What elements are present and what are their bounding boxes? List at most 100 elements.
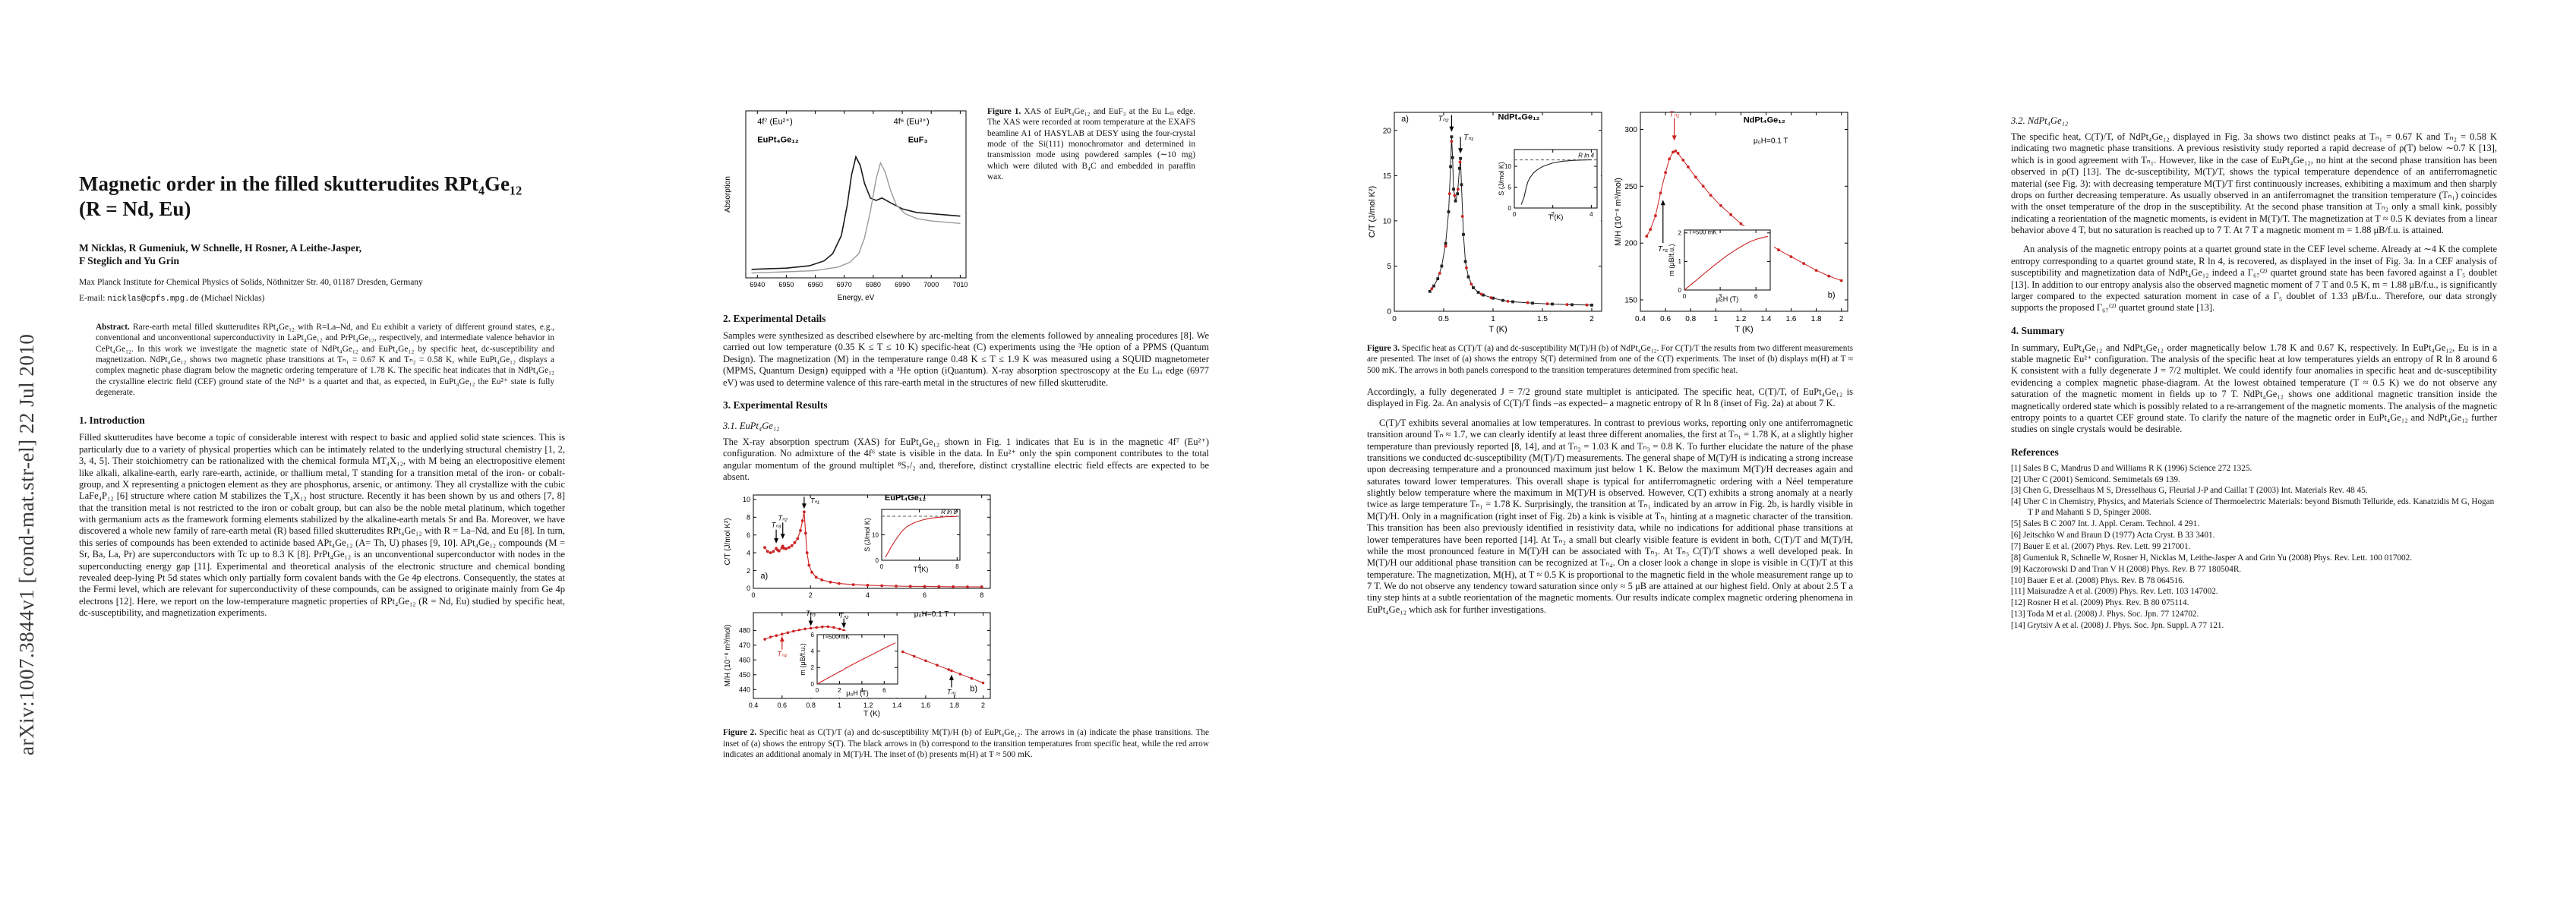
svg-text:1.8: 1.8 — [949, 701, 959, 709]
authors-line1: M Nicklas, R Gumeniuk, W Schnelle, H Ros… — [79, 241, 362, 254]
figure2-magnetization-inset: 0 2 4 6 0 2 4 6 T≈500 mK μ₀H (T) m (μB/f.u.) — [799, 631, 901, 698]
svg-text:5: 5 — [1508, 184, 1512, 191]
svg-text:6950: 6950 — [778, 281, 794, 288]
section-heading-summary: 4. Summary — [2011, 324, 2065, 336]
page-1: arXiv:1007.3844v1 [cond-mat.str-el] 22 J… — [0, 0, 644, 911]
svg-text:C/T (J/mol K²): C/T (J/mol K²) — [724, 519, 732, 566]
email-label: E-mail: — [79, 293, 108, 303]
svg-text:0: 0 — [1387, 308, 1391, 317]
svg-text:0.4: 0.4 — [1635, 315, 1646, 323]
svg-text:440: 440 — [739, 686, 750, 694]
svg-text:0.8: 0.8 — [1685, 315, 1696, 323]
svg-text:460: 460 — [739, 657, 750, 664]
svg-text:6: 6 — [1754, 293, 1758, 300]
svg-text:10: 10 — [872, 532, 879, 539]
svg-text:R ln 4: R ln 4 — [1578, 153, 1594, 159]
reference-item: [1] Sales B C, Mandrus D and Williams R … — [2011, 463, 2252, 473]
svg-text:0: 0 — [747, 585, 750, 593]
svg-text:470: 470 — [739, 641, 750, 649]
svg-text:1.2: 1.2 — [1735, 315, 1746, 323]
svg-text:4: 4 — [747, 550, 750, 557]
figure-2-caption-text: Specific heat as C(T)/T (a) and dc-susce… — [723, 728, 1210, 760]
svg-text:4: 4 — [917, 563, 921, 570]
figure-2: 0 2 4 6 8 0 2 4 6 8 10 Tₙ₃ Tₙ₂ Tₙ₁ EuPt₄Ge₁₂ a) C/T (J/m… — [723, 490, 996, 718]
svg-text:0.6: 0.6 — [1660, 315, 1671, 323]
svg-text:b): b) — [1828, 291, 1836, 300]
authors-line2: F Steglich and Yu Grin — [79, 255, 180, 267]
svg-text:μ₀H=0.1 T: μ₀H=0.1 T — [914, 610, 949, 619]
svg-text:1: 1 — [1678, 258, 1682, 265]
page-2: 6940 6950 6960 6970 6980 6990 7000 7010 4f⁷ (Eu²… — [644, 0, 1288, 911]
svg-text:15: 15 — [1383, 172, 1392, 181]
svg-text:10: 10 — [1504, 163, 1511, 170]
svg-text:300: 300 — [1624, 126, 1637, 134]
svg-text:250: 250 — [1624, 183, 1637, 191]
svg-text:200: 200 — [1624, 240, 1637, 248]
svg-text:1.4: 1.4 — [892, 701, 902, 709]
svg-text:EuPt₄Ge₁₂: EuPt₄Ge₁₂ — [885, 493, 927, 503]
svg-text:Tₙ₁: Tₙ₁ — [947, 689, 956, 696]
svg-text:0: 0 — [880, 563, 884, 570]
svg-text:Tₙ₄: Tₙ₄ — [777, 651, 787, 658]
svg-text:NdPt₄Ge₁₂: NdPt₄Ge₁₂ — [1498, 113, 1540, 122]
svg-text:0: 0 — [876, 557, 879, 564]
svg-text:4: 4 — [866, 591, 870, 599]
page-3-content: 0 0.5 1 1.5 2 0 5 10 15 20 Tₙ₂ Tₙ₁ NdPt₄Ge₁₂ a) T (K) C… — [1367, 106, 1853, 623]
svg-text:μ₀H (T): μ₀H (T) — [846, 689, 868, 697]
figure3-magnetization-inset: 0 3 6 0 1 2 T=500 mK μ₀H (T) m (μB/f.u.) — [1668, 226, 1774, 304]
svg-text:6: 6 — [882, 687, 886, 694]
svg-text:T (K): T (K) — [1548, 213, 1564, 221]
svg-text:0.4: 0.4 — [749, 701, 759, 709]
svg-text:1.6: 1.6 — [921, 701, 931, 709]
svg-text:2: 2 — [811, 664, 815, 671]
paper-title: Magnetic order in the filled skutterudit… — [79, 172, 565, 222]
svg-text:Tₙ₃: Tₙ₃ — [806, 610, 816, 617]
reference-item: [2] Uher C (2001) Semicond. Semimetals 6… — [2011, 474, 2180, 484]
svg-text:Tₙ₂: Tₙ₂ — [839, 612, 849, 619]
svg-text:4: 4 — [811, 648, 815, 655]
svg-text:Tₙ₂: Tₙ₂ — [778, 515, 788, 522]
svg-text:Tₙ₁: Tₙ₁ — [1463, 134, 1473, 142]
results-paragraph-2: C(T)/T exhibits several anomalies at low… — [1367, 417, 1853, 615]
reference-item: [14] Grytsiv A et al. (2008) J. Phys. So… — [2011, 621, 2224, 631]
section-heading-references: References — [2011, 446, 2059, 458]
figure-1-caption-label: Figure 1. — [987, 107, 1021, 116]
figure-1-caption: Figure 1. XAS of EuPt₄Ge₁₂ and EuF₃ at t… — [987, 106, 1195, 302]
svg-text:7000: 7000 — [923, 281, 939, 288]
reference-item: [9] Kaczorowski D and Tran V H (2008) Ph… — [2011, 564, 2242, 574]
svg-text:a): a) — [760, 572, 768, 581]
svg-text:T (K): T (K) — [1735, 325, 1753, 334]
svg-text:NdPt₄Ge₁₂: NdPt₄Ge₁₂ — [1744, 116, 1785, 125]
svg-text:8: 8 — [955, 563, 959, 570]
ndpt4ge12-paragraph-2: An analysis of the magnetic entropy poin… — [2011, 244, 2497, 314]
svg-text:2: 2 — [747, 567, 750, 575]
svg-text:EuF₃: EuF₃ — [908, 135, 928, 144]
figure-3-caption-label: Figure 3. — [1367, 344, 1400, 353]
authors: M Nicklas, R Gumeniuk, W Schnelle, H Ros… — [79, 241, 565, 268]
svg-text:5: 5 — [1387, 263, 1391, 271]
svg-text:10: 10 — [743, 496, 750, 503]
svg-text:10: 10 — [1383, 217, 1392, 225]
figure-3-panel-a: 0 0.5 1 1.5 2 0 5 10 15 20 Tₙ₂ Tₙ₁ NdPt₄Ge₁₂ a) T (K) C… — [1367, 106, 1608, 334]
svg-text:T=500 mK: T=500 mK — [1689, 229, 1718, 236]
svg-text:6: 6 — [811, 632, 815, 638]
section-heading-introduction: 1. Introduction — [79, 415, 145, 427]
svg-text:2: 2 — [981, 701, 985, 709]
figure3-entropy-inset: 0 2 4 0 5 10 R ln 4 T (K) S (J/mol K) — [1498, 146, 1601, 222]
figure-2-caption-label: Figure 2. — [723, 728, 757, 738]
subsection-heading-ndpt4ge12: 3.2. NdPt₄Ge₁₂ — [2011, 115, 2069, 126]
section-heading-experimental-details: 2. Experimental Details — [723, 313, 826, 324]
svg-text:0.8: 0.8 — [806, 701, 816, 709]
reference-item: [11] Maisuradze A et al. (2009) Phys. Re… — [2011, 587, 2218, 597]
results-paragraph-1: Accordingly, a fully degenerated J = 7/2… — [1367, 386, 1853, 409]
svg-text:1.2: 1.2 — [863, 701, 873, 709]
svg-text:M/H (10⁻⁸ m³/mol): M/H (10⁻⁸ m³/mol) — [724, 625, 732, 687]
svg-text:0: 0 — [1683, 293, 1687, 300]
reference-list: [1] Sales B C, Mandrus D and Williams R … — [2011, 464, 2497, 632]
figure-2-caption: Figure 2. Specific heat as C(T)/T (a) an… — [723, 727, 1209, 760]
svg-text:1.8: 1.8 — [1811, 315, 1822, 323]
reference-item: [12] Rosner H et al. (2009) Phys. Rev. B… — [2011, 598, 2189, 608]
svg-text:450: 450 — [739, 671, 750, 679]
svg-text:Tₙ₁: Tₙ₁ — [1669, 110, 1679, 118]
